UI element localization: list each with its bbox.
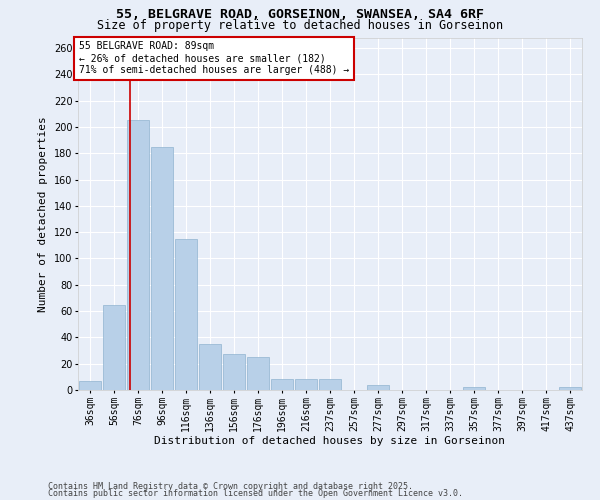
Bar — [247, 357, 269, 390]
Bar — [103, 304, 125, 390]
Bar — [175, 238, 197, 390]
Y-axis label: Number of detached properties: Number of detached properties — [38, 116, 48, 312]
Text: 55, BELGRAVE ROAD, GORSEINON, SWANSEA, SA4 6RF: 55, BELGRAVE ROAD, GORSEINON, SWANSEA, S… — [116, 8, 484, 20]
Bar — [79, 381, 101, 390]
Bar — [223, 354, 245, 390]
Bar — [199, 344, 221, 390]
Bar — [559, 388, 581, 390]
Bar — [319, 380, 341, 390]
Bar — [127, 120, 149, 390]
Text: Size of property relative to detached houses in Gorseinon: Size of property relative to detached ho… — [97, 19, 503, 32]
X-axis label: Distribution of detached houses by size in Gorseinon: Distribution of detached houses by size … — [155, 436, 505, 446]
Text: Contains public sector information licensed under the Open Government Licence v3: Contains public sector information licen… — [48, 490, 463, 498]
Bar — [367, 384, 389, 390]
Bar — [151, 146, 173, 390]
Text: 55 BELGRAVE ROAD: 89sqm
← 26% of detached houses are smaller (182)
71% of semi-d: 55 BELGRAVE ROAD: 89sqm ← 26% of detache… — [79, 42, 349, 74]
Bar — [295, 380, 317, 390]
Bar — [463, 388, 485, 390]
Bar — [271, 380, 293, 390]
Text: Contains HM Land Registry data © Crown copyright and database right 2025.: Contains HM Land Registry data © Crown c… — [48, 482, 413, 491]
